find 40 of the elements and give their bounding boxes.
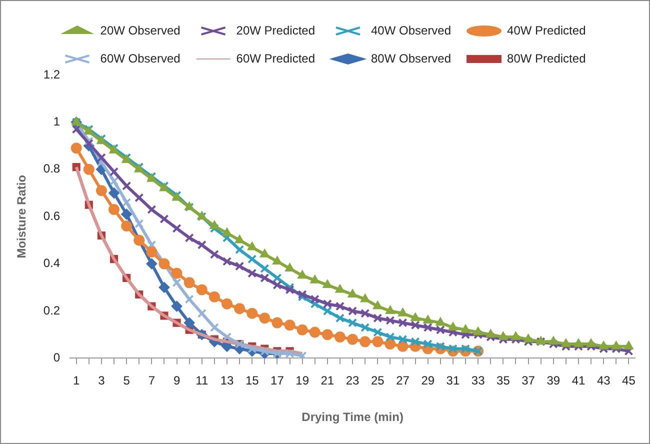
legend-label: 60W Observed xyxy=(100,51,180,66)
y-tick-label: 0.6 xyxy=(43,208,60,223)
x-tick-label: 17 xyxy=(270,374,284,388)
legend-label: 20W Observed xyxy=(100,23,180,38)
legend-label: 40W Predicted xyxy=(507,23,586,38)
legend-label: 80W Observed xyxy=(371,51,452,66)
x-tick-label: 1 xyxy=(73,374,80,388)
y-tick-label: 1.2 xyxy=(43,67,60,82)
y-tick-label: 0.8 xyxy=(43,162,60,176)
y-tick-label: 0 xyxy=(53,350,60,365)
x-tick-label: 19 xyxy=(296,374,310,388)
x-tick-label: 43 xyxy=(596,374,611,388)
legend-label: 60W Predicted xyxy=(236,51,315,66)
x-tick-label: 45 xyxy=(622,374,636,388)
x-tick-label: 13 xyxy=(220,374,234,388)
x-tick-label: 7 xyxy=(148,374,156,388)
x-tick-label: 33 xyxy=(471,374,486,388)
x-tick-label: 15 xyxy=(245,374,260,388)
x-tick-label: 31 xyxy=(446,374,460,388)
x-tick-label: 25 xyxy=(370,374,385,388)
x-tick-label: 21 xyxy=(320,374,334,388)
x-tick-label: 29 xyxy=(421,374,435,388)
y-axis-title: Moisture Ratio xyxy=(14,174,29,258)
x-tick-label: 35 xyxy=(496,374,510,388)
legend-label: 40W Observed xyxy=(371,23,452,38)
x-tick-label: 23 xyxy=(346,374,360,388)
x-axis-title: Drying Time (min) xyxy=(302,410,404,424)
legend-label: 20W Predicted xyxy=(236,23,315,38)
y-tick-label: 0.2 xyxy=(43,303,60,318)
x-tick-label: 5 xyxy=(123,374,130,388)
x-tick-label: 11 xyxy=(196,374,208,388)
x-tick-label: 27 xyxy=(396,374,410,388)
x-tick-label: 3 xyxy=(98,374,106,388)
y-tick-label: 1 xyxy=(53,114,60,129)
x-tick-label: 39 xyxy=(546,374,560,388)
x-tick-label: 41 xyxy=(572,374,586,388)
x-tick-label: 9 xyxy=(173,374,180,388)
x-tick-label: 37 xyxy=(522,374,536,388)
y-tick-label: 0.4 xyxy=(43,256,60,270)
legend-label: 80W Predicted xyxy=(507,51,586,66)
